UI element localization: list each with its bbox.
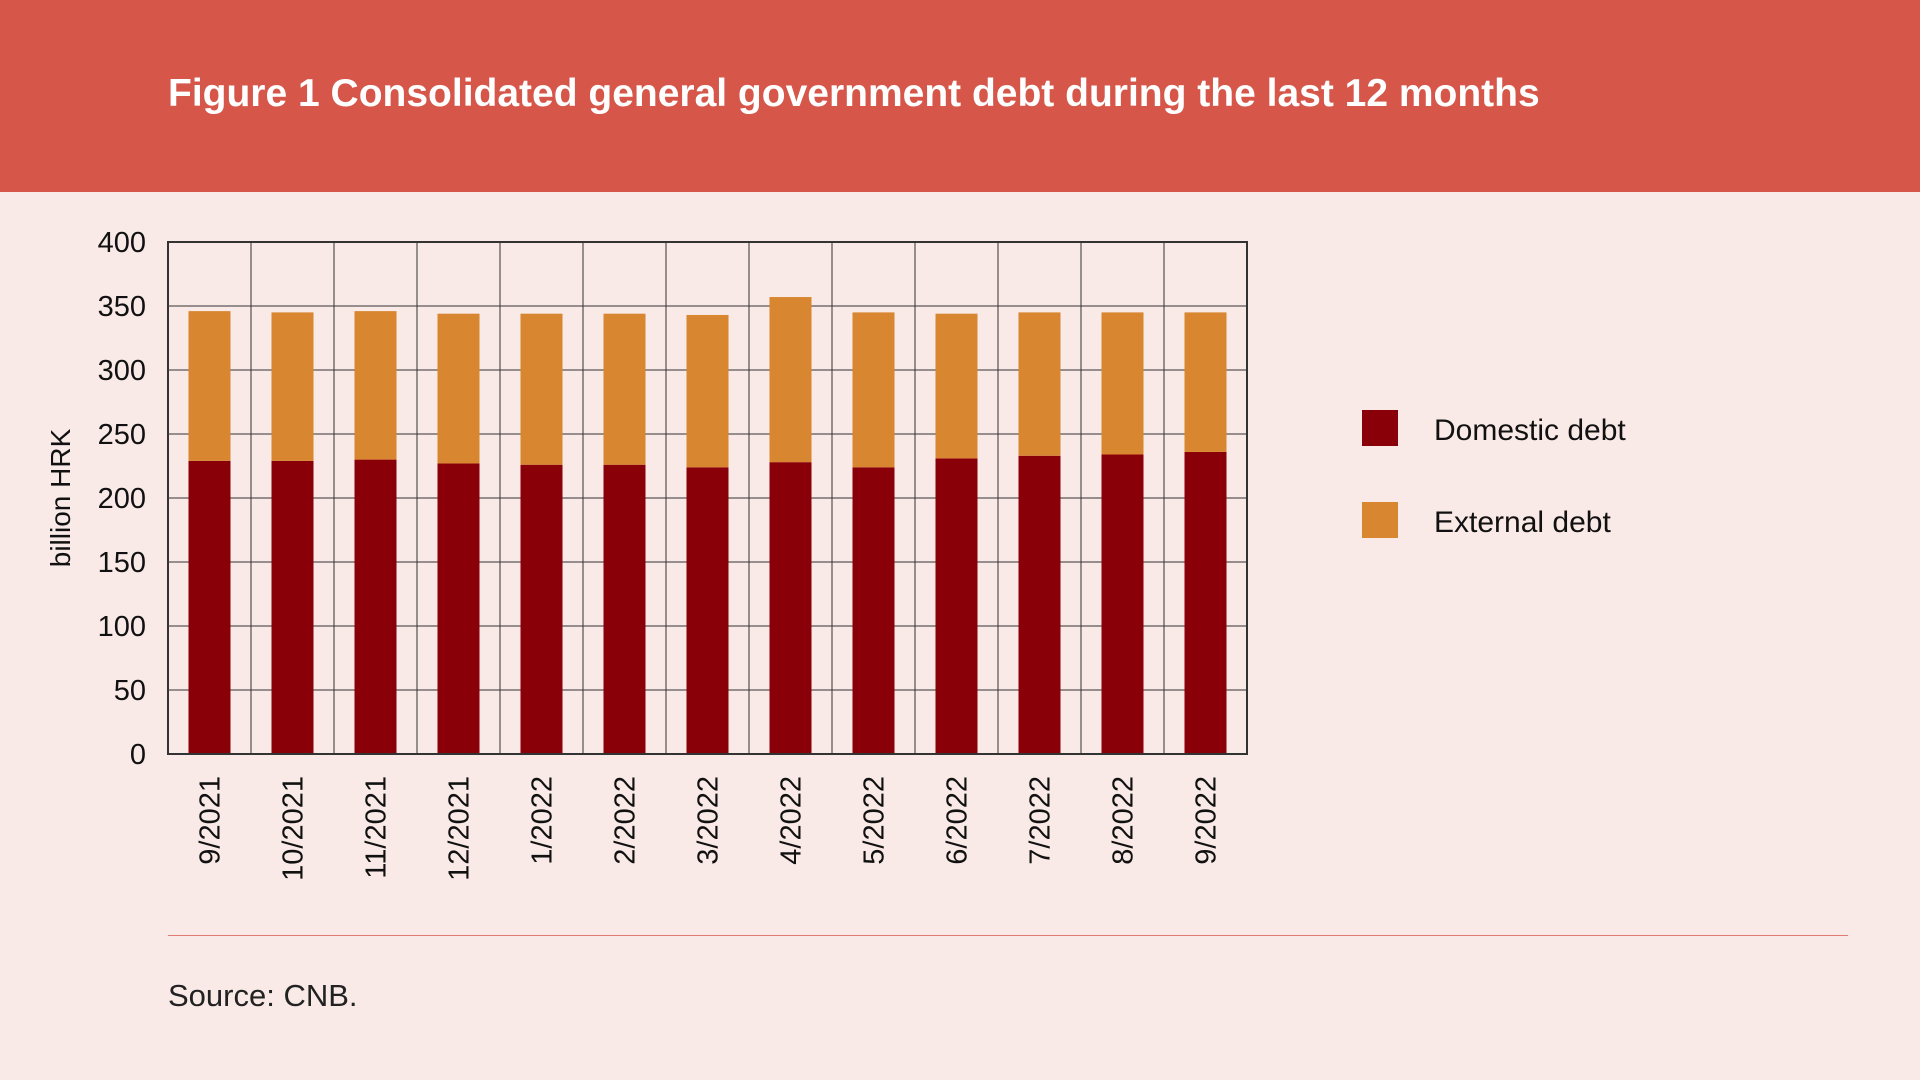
bar-external-debt (354, 311, 397, 460)
bar-external-debt (1184, 312, 1227, 452)
bar-external-debt (769, 297, 812, 463)
y-tick-label: 0 (130, 739, 146, 771)
bar-domestic-debt (686, 467, 729, 754)
bar-domestic-debt (188, 460, 231, 754)
x-tick-label: 6/2022 (942, 776, 974, 865)
source-note: Source: CNB. (168, 978, 358, 1013)
x-tick-label: 10/2021 (278, 776, 310, 881)
bar-domestic-debt (354, 459, 397, 754)
legend: Domestic debt External debt (1362, 410, 1626, 539)
y-tick-label: 400 (98, 227, 146, 259)
y-tick-label: 50 (114, 675, 146, 707)
bar-external-debt (188, 311, 231, 461)
bar-external-debt (520, 313, 563, 465)
y-tick-label: 200 (98, 483, 146, 515)
stacked-bar-chart: 0 50 100 150 200 250 300 350 400 9/2021 10/2021 11… (45, 227, 1626, 881)
y-tick-label: 100 (98, 611, 146, 643)
bar-domestic-debt (520, 464, 563, 754)
bar-external-debt (686, 314, 729, 468)
x-tick-labels: 9/2021 10/2021 11/2021 12/2021 1/2022 2/2022 3… (195, 776, 1223, 881)
bar-domestic-debt (852, 467, 895, 754)
x-tick-label: 1/2022 (527, 776, 559, 865)
y-tick-label: 350 (98, 291, 146, 323)
x-tick-label: 3/2022 (693, 776, 725, 865)
bar-domestic-debt (1018, 455, 1061, 754)
x-tick-label: 4/2022 (776, 776, 808, 865)
x-tick-label: 12/2021 (444, 776, 476, 881)
bar-external-debt (603, 313, 646, 465)
x-tick-label: 7/2022 (1025, 776, 1057, 865)
y-tick-labels: 0 50 100 150 200 250 300 350 400 (98, 227, 146, 771)
bar-external-debt (437, 313, 480, 464)
bar-domestic-debt (1101, 454, 1144, 754)
x-tick-label: 2/2022 (610, 776, 642, 865)
y-tick-label: 300 (98, 355, 146, 387)
bar-domestic-debt (769, 462, 812, 754)
x-tick-label: 9/2022 (1191, 776, 1223, 865)
legend-swatch-external (1362, 502, 1398, 538)
x-tick-label: 5/2022 (859, 776, 891, 865)
x-tick-label: 11/2021 (361, 776, 393, 879)
bars (188, 297, 1227, 754)
header-banner: Figure 1 Consolidated general government… (0, 0, 1920, 192)
legend-swatch-domestic (1362, 410, 1398, 446)
bar-domestic-debt (1184, 451, 1227, 754)
bar-domestic-debt (437, 463, 480, 754)
x-tick-label: 8/2022 (1108, 776, 1140, 865)
bar-external-debt (1101, 312, 1144, 455)
legend-label-external: External debt (1434, 506, 1611, 539)
bar-domestic-debt (935, 458, 978, 754)
bar-domestic-debt (603, 464, 646, 754)
bar-domestic-debt (271, 460, 314, 754)
x-tick-label: 9/2021 (195, 776, 227, 865)
bar-external-debt (935, 313, 978, 459)
y-tick-label: 150 (98, 547, 146, 579)
legend-label-domestic: Domestic debt (1434, 414, 1626, 447)
y-axis-label: billion HRK (45, 428, 76, 567)
bar-external-debt (271, 312, 314, 461)
divider-line (168, 935, 1848, 936)
bar-external-debt (1018, 312, 1061, 456)
bar-external-debt (852, 312, 895, 468)
chart-title: Figure 1 Consolidated general government… (168, 72, 1540, 115)
plot-frame (167, 241, 1248, 755)
y-tick-label: 250 (98, 419, 146, 451)
